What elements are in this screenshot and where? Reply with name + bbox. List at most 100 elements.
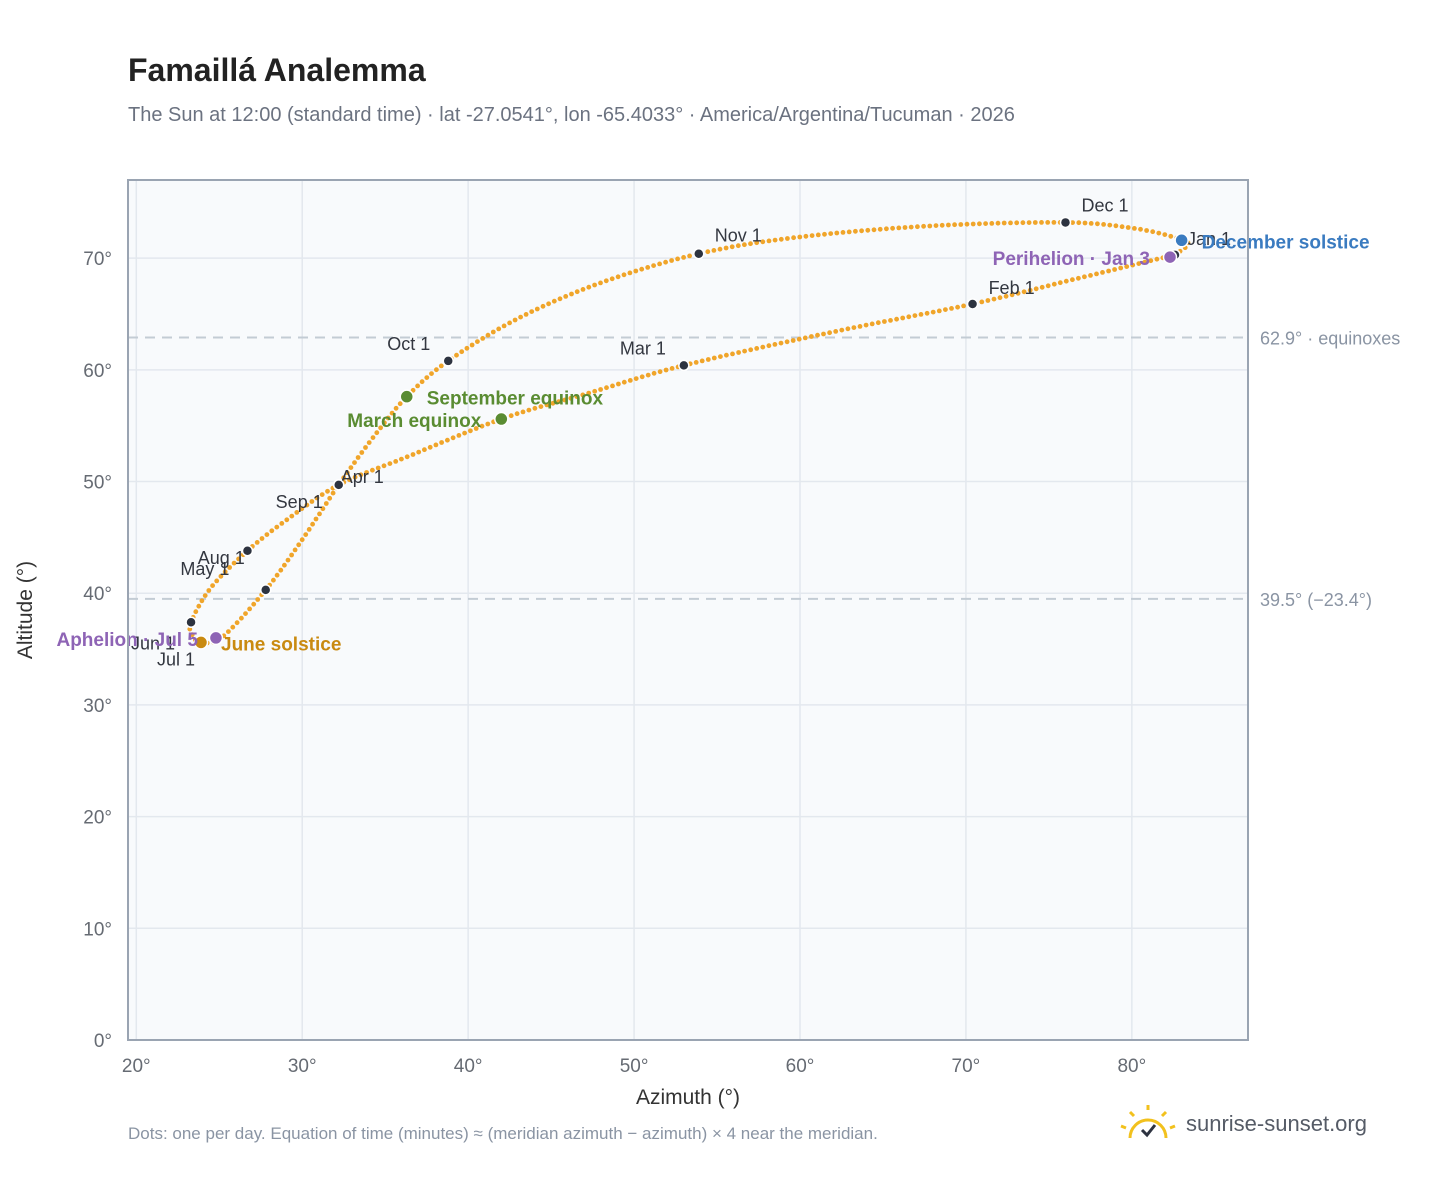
daily-dot: [243, 611, 248, 616]
daily-dot: [313, 516, 319, 522]
daily-dot: [1026, 220, 1032, 226]
daily-dot: [282, 562, 287, 568]
daily-dot: [930, 309, 936, 315]
month-label: Oct 1: [387, 334, 430, 354]
daily-dot: [896, 225, 902, 231]
daily-dot: [1148, 258, 1154, 264]
daily-dot: [370, 467, 375, 473]
daily-dot: [359, 450, 365, 455]
daily-dot: [869, 321, 875, 327]
daily-dot: [529, 309, 535, 314]
daily-dot: [1014, 220, 1020, 226]
daily-dot: [397, 401, 403, 407]
daily-dot: [834, 230, 840, 236]
daily-dot: [294, 510, 300, 515]
daily-dot: [580, 287, 586, 292]
daily-dot: [196, 603, 202, 609]
daily-dot: [314, 495, 320, 501]
x-axis-label: Azimuth (°): [636, 1086, 740, 1109]
y-tick-label: 0°: [94, 1031, 112, 1052]
daily-dot: [633, 268, 639, 274]
daily-dot: [1015, 290, 1021, 296]
daily-dot: [1130, 262, 1136, 268]
daily-dot: [1106, 268, 1111, 274]
daily-dot: [846, 229, 852, 235]
daily-dot: [663, 259, 668, 265]
daily-dot: [882, 319, 887, 324]
daily-dot: [586, 284, 592, 290]
daily-dot: [289, 552, 294, 558]
daily-dot: [888, 318, 893, 323]
daily-dot: [546, 301, 551, 307]
daily-dot: [784, 339, 790, 345]
daily-dot: [1070, 220, 1075, 226]
daily-dot: [230, 624, 236, 630]
daily-dot: [1125, 225, 1131, 230]
x-tick-label: 70°: [952, 1056, 981, 1077]
month-marker: [332, 479, 345, 491]
daily-dot: [419, 379, 425, 385]
daily-dot: [206, 588, 212, 593]
daily-dot: [534, 306, 540, 312]
daily-dot: [645, 265, 651, 270]
daily-dot: [890, 225, 895, 231]
y-axis-label: Altitude (°): [14, 561, 37, 659]
event-label: June solstice: [221, 634, 341, 655]
daily-dot: [949, 306, 954, 311]
daily-dot: [259, 536, 265, 541]
daily-dot: [815, 332, 820, 338]
daily-dot: [900, 315, 906, 321]
daily-dot: [1039, 220, 1044, 225]
y-tick-label: 30°: [83, 696, 112, 717]
daily-dot: [1033, 286, 1039, 292]
daily-dot: [1168, 233, 1174, 239]
daily-dot: [304, 502, 310, 508]
daily-dot: [310, 521, 315, 527]
daily-dot: [251, 601, 257, 607]
daily-dot: [1063, 278, 1069, 284]
reference-lines: 62.9° · equinoxes 39.5° (−23.4°): [128, 328, 1400, 610]
daily-dot: [540, 303, 546, 309]
daily-dot: [507, 320, 512, 326]
daily-dot: [657, 261, 662, 267]
daily-dot: [952, 222, 957, 228]
daily-dot: [927, 223, 933, 229]
daily-dot: [645, 372, 651, 378]
event-marker: [1162, 249, 1178, 265]
daily-dot: [790, 338, 796, 343]
daily-dot: [803, 233, 809, 239]
daily-dot: [760, 239, 766, 245]
daily-dot: [627, 378, 633, 383]
daily-dot: [389, 410, 395, 416]
daily-dot: [616, 381, 621, 387]
x-tick-label: 20°: [122, 1056, 151, 1077]
daily-dot: [1070, 277, 1075, 283]
daily-dot: [970, 221, 976, 227]
daily-dot: [439, 440, 444, 445]
reference-line-label: 62.9° · equinoxes: [1260, 328, 1400, 348]
daily-dot: [569, 291, 574, 297]
daily-dot: [374, 430, 380, 436]
daily-dot: [1032, 220, 1038, 225]
month-label: Sep 1: [276, 492, 323, 512]
daily-dot: [918, 312, 924, 317]
daily-dot: [319, 492, 325, 497]
x-tick-label: 50°: [620, 1056, 649, 1077]
daily-dot: [234, 620, 240, 626]
daily-dot: [1088, 221, 1094, 226]
daily-dot: [445, 437, 450, 443]
daily-dot: [1008, 220, 1013, 226]
daily-dot: [863, 322, 869, 328]
month-marker: [678, 359, 690, 372]
daily-dot: [711, 355, 717, 361]
daily-dot: [669, 258, 674, 263]
daily-dot: [433, 442, 439, 448]
daily-dot: [592, 282, 597, 288]
daily-dot: [456, 433, 462, 438]
daily-dot: [363, 445, 368, 450]
daily-dot: [730, 351, 735, 357]
brand[interactable]: sunrise-sunset.org: [1120, 1102, 1367, 1146]
daily-dot: [454, 352, 459, 358]
month-marker: [259, 584, 272, 596]
daily-dots: [187, 220, 1191, 646]
